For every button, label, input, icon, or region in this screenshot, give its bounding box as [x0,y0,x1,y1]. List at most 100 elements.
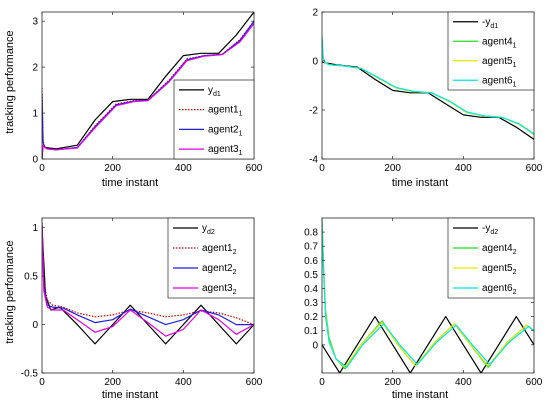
series-group [322,220,534,373]
legend-entry-subscript: 2 [233,249,237,256]
legend-entry-subscript: 2 [233,269,237,276]
legend-entry-name: -y [482,17,490,28]
legend-box [173,79,255,160]
y-tick-label: 0 [32,320,38,331]
y-tick-label: 0.3 [304,298,318,309]
subplot-top-right: time instant 0 200 400 600-4-202-yd1agent41… [309,8,543,190]
legend-entry-subscript: 2 [513,289,517,296]
legend-entry-subscript: d2 [490,229,498,236]
y-tick-label: 1 [32,109,38,120]
legend-entry-agent5-1: agent51 [482,56,517,69]
legend-entry-name: agent3 [202,283,233,294]
y-tick-label: 0 [312,340,318,351]
ylabel-top-left: tracking performance [4,30,16,133]
y-tick-label: 0.8 [304,228,318,239]
x-tick-label: 600 [526,163,543,174]
series-line--y-d2 [322,316,534,373]
legend-entry-agent4-1: agent41 [482,36,517,49]
legend-entry-agent6-2: agent62 [482,283,517,296]
series-line-y-d1 [42,12,254,159]
legend-entry-subscript: 2 [513,249,517,256]
legend-entry-name: agent4 [482,243,513,254]
y-tick-label: 2 [312,8,318,19]
legend-entry-agent2-1: agent21 [208,124,243,137]
x-tick-label: 0 [319,163,325,174]
legend-box [447,11,535,91]
legend-entry-subscript: 1 [513,81,517,88]
x-tick-label: 400 [455,163,472,174]
series-line-agent3-2 [42,227,254,337]
legend-entry-subscript: 1 [239,150,243,157]
series-line-agent3-1 [42,23,254,155]
y-tick-label: 0 [32,155,38,166]
y-tick-label: 2 [32,63,38,74]
y-tick-label: 0 [312,57,318,68]
y-tick-label: 0.1 [304,326,318,337]
series-group [42,222,254,345]
legend-entry-agent1-1: agent11 [208,105,243,118]
legend-entry-name: agent6 [482,75,513,86]
x-tick-label: 200 [384,377,401,388]
y-tick-label: 0.6 [304,256,318,267]
y-tick-label: 0.2 [304,312,318,323]
xlabel-top-right: time instant [392,177,448,189]
legend-entry-agent3-2: agent32 [202,283,237,296]
series-line-y-d2 [42,227,254,345]
legend-entry-y-d1: yd1 [208,85,221,98]
legend-entry-subscript: 2 [233,289,237,296]
legend-entry-name: agent5 [482,263,513,274]
legend-entry-subscript: 1 [513,42,517,49]
legend-entry-agent2-2: agent22 [202,263,237,276]
legend-entry-agent3-1: agent31 [208,144,243,157]
y-tick-label: 1 [32,223,38,234]
legend-entry-subscript: d2 [207,229,215,236]
legend-entry--y-d2: -yd2 [482,223,498,236]
ylabel-bottom-left: tracking performance [4,240,16,343]
legend-entry-agent1-2: agent12 [202,243,237,256]
xlabel-top-left: time instant [102,177,158,189]
y-tick-label: 0.5 [24,272,38,283]
x-tick-label: 600 [246,163,263,174]
subplot-bottom-right: time instant 0 200 400 600 0 0.1 0.2 0.3 0.4 0.5 0… [304,217,543,401]
series-group [42,12,254,159]
legend-entry-name: agent3 [208,144,239,155]
legend-entry-subscript: 1 [239,111,243,118]
x-tick-label: 400 [175,377,192,388]
legend-entry-subscript: 1 [239,130,243,137]
x-tick-label: 600 [526,377,543,388]
x-tick-label: 0 [39,377,45,388]
x-tick-label: 200 [104,163,121,174]
series-line-agent6-1 [322,36,534,135]
legend-entry-subscript: d1 [213,91,221,98]
y-tick-label: -2 [309,106,318,117]
x-tick-label: 200 [104,377,121,388]
legend-entry-name: agent5 [482,56,513,67]
series-group [322,36,534,140]
y-tick-label: 0.7 [304,242,318,253]
legend-entry-subscript: 2 [513,269,517,276]
subplot-bottom-left: time instant tracking performance 0 200 40… [4,217,263,401]
legend-box [167,217,255,299]
legend-entry-name: y [208,85,213,96]
legend-entry-name: agent1 [208,105,239,116]
legend-entry-name: agent2 [202,263,233,274]
legend-entry-agent4-2: agent42 [482,243,517,256]
xlabel-bottom-left: time instant [102,389,158,401]
legend-entry-name: agent2 [208,124,239,135]
legend-entry-name: agent4 [482,36,513,47]
x-tick-label: 400 [455,377,472,388]
legend-entry-agent6-1: agent61 [482,75,517,88]
series-line-agent6-2 [322,220,534,368]
legend-entry-name: agent6 [482,283,513,294]
legend-entry-name: y [202,223,207,234]
y-tick-label: -4 [309,155,318,166]
legend-box [447,217,535,299]
series-line-agent2-2 [42,222,254,326]
x-tick-label: 0 [319,377,325,388]
x-tick-label: 600 [246,377,263,388]
legend-entry-name: -y [482,223,490,234]
